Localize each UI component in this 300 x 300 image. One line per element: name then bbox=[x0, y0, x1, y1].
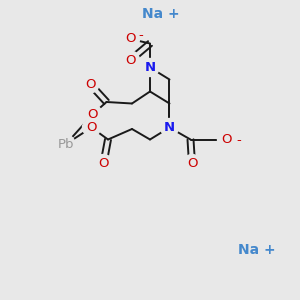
Circle shape bbox=[82, 118, 100, 136]
Circle shape bbox=[152, 4, 169, 22]
Text: O: O bbox=[86, 121, 97, 134]
Text: N: N bbox=[164, 121, 175, 134]
Text: O: O bbox=[221, 133, 232, 146]
Text: Na +: Na + bbox=[142, 7, 179, 20]
Circle shape bbox=[122, 51, 140, 69]
Circle shape bbox=[183, 154, 201, 172]
Text: O: O bbox=[125, 53, 136, 67]
Circle shape bbox=[160, 118, 178, 136]
Circle shape bbox=[248, 242, 266, 260]
Text: Pb: Pb bbox=[58, 137, 74, 151]
Circle shape bbox=[122, 30, 140, 48]
Circle shape bbox=[57, 135, 75, 153]
Circle shape bbox=[84, 105, 102, 123]
Text: O: O bbox=[187, 157, 197, 170]
Text: O: O bbox=[85, 77, 95, 91]
Circle shape bbox=[218, 130, 236, 148]
Text: O: O bbox=[88, 107, 98, 121]
Text: Na +: Na + bbox=[238, 244, 275, 257]
Text: -: - bbox=[139, 29, 143, 43]
Text: N: N bbox=[144, 61, 156, 74]
Text: O: O bbox=[98, 157, 109, 170]
Circle shape bbox=[141, 58, 159, 76]
Text: O: O bbox=[125, 32, 136, 46]
Circle shape bbox=[94, 154, 112, 172]
Circle shape bbox=[81, 75, 99, 93]
Text: -: - bbox=[236, 134, 241, 148]
